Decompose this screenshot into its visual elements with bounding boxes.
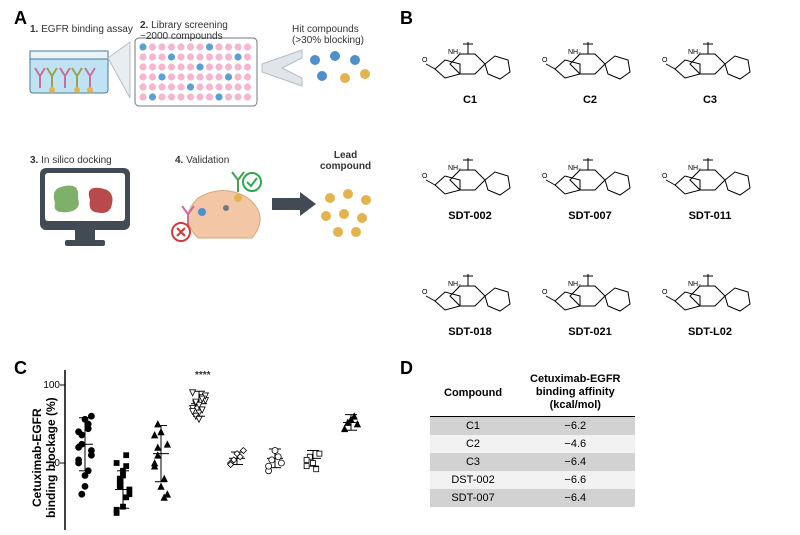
compound-sdtl02: SDT-L02 — [672, 326, 748, 338]
compound-c2: C2 — [560, 94, 620, 106]
table-row: C3−6.4 — [430, 453, 635, 471]
table-row: C1−6.2 — [430, 416, 635, 435]
panel-label-c: C — [14, 358, 27, 379]
table-row: SDT-007−6.4 — [430, 489, 635, 507]
workflow-diagram — [10, 18, 400, 358]
compound-sdt011: SDT-011 — [672, 210, 748, 222]
affinity-table: Compound Cetuximab-EGFR binding affinity… — [430, 370, 635, 507]
compound-sdt021: SDT-021 — [552, 326, 628, 338]
svg-text:O: O — [662, 289, 668, 296]
table-row: C2−4.6 — [430, 435, 635, 453]
svg-text:O: O — [662, 57, 668, 64]
svg-text:NH₂: NH₂ — [448, 281, 461, 288]
svg-text:NH₂: NH₂ — [568, 281, 581, 288]
compound-sdt007: SDT-007 — [552, 210, 628, 222]
svg-text:O: O — [422, 57, 428, 64]
svg-text:O: O — [422, 289, 428, 296]
step-3-label: 3. In silico docking — [30, 155, 112, 166]
svg-text:O: O — [422, 173, 428, 180]
compound-sdt002: SDT-002 — [432, 210, 508, 222]
svg-text:NH₂: NH₂ — [448, 165, 461, 172]
chemical-structures: NH₂ O NH₂ O NH₂ O NH₂ O NH₂ O NH₂ O NH₂ O NH₂ O NH₂ O — [405, 14, 795, 354]
ytick-100: 100 — [38, 380, 60, 391]
svg-text:O: O — [662, 173, 668, 180]
scatter-chart — [60, 370, 400, 535]
lead-label: Lead compound — [320, 150, 371, 172]
step-4-label: 4. Validation — [175, 155, 229, 166]
hit-label: Hit compounds (>30% blocking) — [292, 24, 364, 46]
ytick-50: 50 — [38, 458, 60, 469]
svg-text:NH₂: NH₂ — [568, 49, 581, 56]
svg-text:NH₂: NH₂ — [688, 281, 701, 288]
step-2-label: 2. Library screening ~2000 compounds — [140, 20, 228, 42]
svg-text:NH₂: NH₂ — [448, 49, 461, 56]
svg-text:O: O — [542, 289, 548, 296]
table-header-affinity: Cetuximab-EGFR binding affinity (kcal/mo… — [516, 370, 634, 416]
svg-text:O: O — [542, 57, 548, 64]
table-header-compound: Compound — [430, 370, 516, 416]
compound-sdt018: SDT-018 — [432, 326, 508, 338]
svg-text:NH₂: NH₂ — [688, 49, 701, 56]
panel-label-d: D — [400, 358, 413, 379]
compound-c1: C1 — [440, 94, 500, 106]
svg-text:NH₂: NH₂ — [688, 165, 701, 172]
svg-text:NH₂: NH₂ — [568, 165, 581, 172]
svg-text:O: O — [542, 173, 548, 180]
step-1-label: 1. EGFR binding assay — [30, 24, 133, 35]
compound-c3: C3 — [680, 94, 740, 106]
table-row: DST-002−6.6 — [430, 471, 635, 489]
